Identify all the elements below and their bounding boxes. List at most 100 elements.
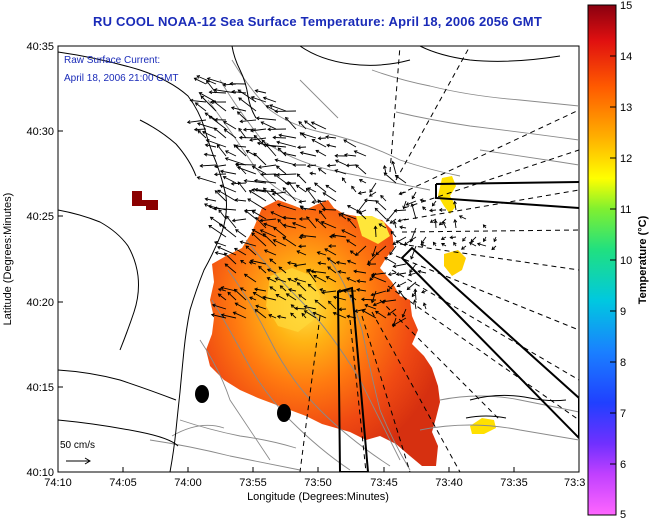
current-vector [372, 245, 377, 257]
x-axis-label: Longitude (Degrees:Minutes) [247, 491, 389, 503]
current-vector-head [312, 311, 317, 316]
current-vector [382, 299, 397, 303]
current-vector-head [237, 181, 242, 185]
current-vector [223, 121, 237, 130]
current-vector [272, 191, 287, 195]
current-vector [333, 312, 347, 319]
current-vector-head [285, 116, 289, 121]
current-vector [346, 239, 357, 247]
current-vector [300, 207, 317, 211]
current-vector [282, 217, 297, 220]
current-vector-head [269, 286, 274, 290]
colorbar-tick: 15 [620, 0, 632, 12]
current-vector-head [370, 292, 375, 297]
current-vector [206, 80, 217, 94]
current-vector-head [413, 288, 418, 293]
current-vector [399, 191, 407, 195]
current-vector-head [243, 178, 248, 183]
current-vector [333, 296, 347, 301]
current-vector-head [355, 252, 359, 256]
current-vector-head [206, 77, 211, 81]
current-vector-head [204, 143, 209, 148]
colorbar-tick: 7 [620, 408, 626, 420]
current-vector [378, 223, 387, 229]
current-vector [261, 139, 277, 157]
current-vector [258, 164, 277, 168]
current-vector-head [197, 129, 202, 134]
current-vector-head [208, 225, 213, 229]
current-vector-head [213, 88, 218, 92]
current-vector [367, 254, 377, 264]
current-vector-head [272, 135, 277, 140]
current-vector [218, 288, 227, 292]
current-vector-head [325, 135, 329, 140]
current-vector [380, 195, 387, 202]
current-vector-head [310, 121, 315, 125]
y-tick-labels: 40:35 40:30 40:25 40:20 40:15 40:10 [26, 41, 54, 479]
current-vector-head [390, 230, 395, 235]
current-vector-head [383, 172, 388, 176]
current-vector-head [243, 273, 248, 278]
current-vector-head [395, 240, 400, 244]
current-vector [235, 302, 247, 310]
current-vector-head [327, 300, 332, 305]
x-tick: 73:45 [370, 477, 398, 489]
current-vector-head [238, 135, 243, 140]
current-vector [408, 272, 417, 276]
current-vector [355, 245, 367, 256]
current-vector-head [282, 187, 287, 191]
current-vector-head [260, 121, 265, 125]
current-vector [235, 164, 257, 166]
current-vector-head [413, 299, 417, 303]
current-vector [343, 139, 357, 148]
current-vector [276, 173, 297, 176]
current-vector-head [276, 140, 281, 145]
current-vector [402, 308, 407, 318]
current-vector [393, 221, 397, 229]
current-vector [255, 217, 267, 229]
current-vector-head [462, 237, 466, 242]
current-vector-head [255, 116, 260, 121]
current-vector [212, 100, 227, 112]
current-vector [393, 263, 407, 268]
current-vector [335, 159, 347, 166]
current-vector-head [326, 163, 331, 168]
current-vector-head [266, 277, 271, 281]
current-vector [454, 219, 457, 229]
current-vector-head [438, 221, 443, 226]
current-vector-head [346, 205, 351, 209]
current-vector [306, 188, 317, 202]
y-axis-label: Latitude (Degrees:Minutes) [2, 193, 14, 326]
current-vector [197, 122, 217, 130]
current-vector-head [232, 311, 237, 315]
current-vector-head [270, 188, 275, 193]
current-vector-head [431, 202, 436, 207]
current-vector-head [274, 277, 279, 281]
current-vector-head [327, 266, 331, 270]
current-vector [298, 294, 307, 301]
current-vector-head [307, 268, 312, 273]
current-vector-head [266, 268, 271, 272]
current-vector [267, 268, 277, 274]
current-vector-head [200, 95, 205, 100]
current-vector-head [287, 261, 291, 265]
current-vector-head [287, 277, 292, 282]
current-vector [336, 261, 347, 265]
current-vector-head [214, 251, 219, 256]
current-vector-head [328, 244, 332, 248]
current-vector [233, 144, 247, 157]
current-vector-head [298, 217, 303, 221]
current-vector [260, 173, 277, 176]
current-vector [361, 309, 377, 319]
current-vector-head [419, 198, 424, 203]
current-vector [250, 128, 267, 132]
current-vector-head [233, 288, 238, 293]
colorbar-label: Temperature (°C) [637, 215, 649, 304]
current-vector [249, 190, 267, 202]
current-vector-head [186, 120, 191, 125]
current-vector-head [214, 190, 219, 194]
current-vector-head [238, 97, 242, 101]
current-vector [239, 137, 257, 139]
current-vector [301, 133, 317, 139]
current-vector-head [267, 127, 271, 132]
